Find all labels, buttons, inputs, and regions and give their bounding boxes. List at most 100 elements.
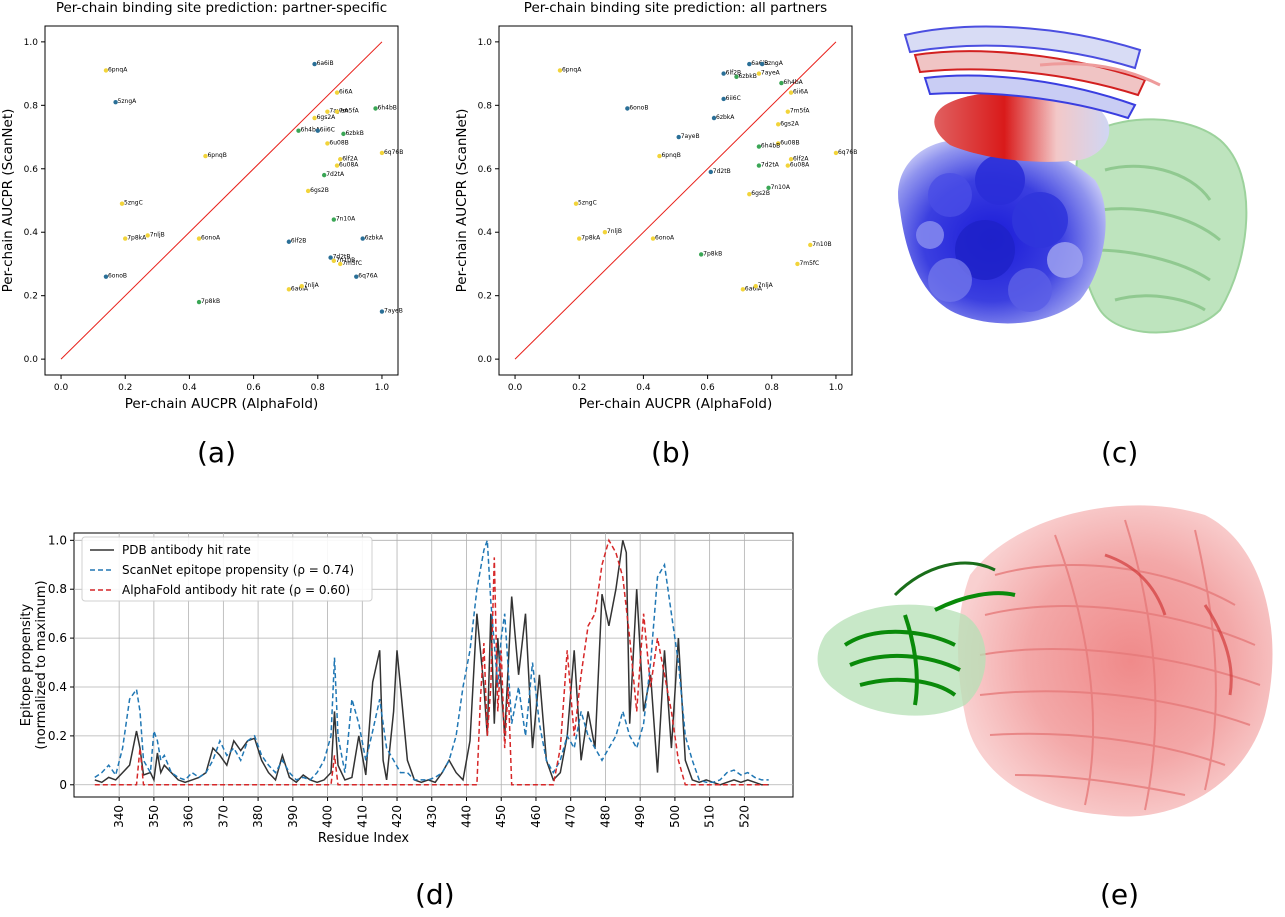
- data-point: [325, 141, 330, 146]
- data-point: [711, 115, 717, 121]
- data-point: [360, 236, 365, 241]
- point-label: 6a6iA: [745, 285, 763, 292]
- point-label: 6zbkA: [365, 235, 384, 242]
- y-tick-label: 0.8: [24, 101, 39, 111]
- data-point: [650, 236, 656, 241]
- data-point: [379, 150, 385, 156]
- point-label: 6a6iA: [291, 285, 309, 292]
- point-label: 6pnqB: [207, 152, 226, 159]
- point-label: 6gs2A: [317, 114, 337, 121]
- data-point: [753, 283, 758, 289]
- data-point: [145, 233, 150, 238]
- point-label: 5zngC: [124, 200, 143, 207]
- legend-box: [81, 536, 373, 602]
- panel-label-d: (d): [415, 878, 455, 911]
- point-label: 7nljA: [758, 282, 774, 289]
- point-label: 6onoB: [629, 104, 648, 111]
- point-label: 6q76A: [358, 273, 378, 280]
- data-point: [756, 163, 762, 168]
- x-tick-label: 370: [216, 805, 230, 828]
- point-label: 5zngC: [578, 200, 597, 207]
- panel-label-c: (c): [1101, 436, 1139, 469]
- point-label: 7m5fA: [790, 108, 811, 115]
- data-point: [196, 236, 202, 241]
- x-tick-label: 1.0: [375, 383, 390, 393]
- data-point: [573, 201, 579, 206]
- x-tick-label: 500: [668, 805, 682, 828]
- point-label: 6q76B: [384, 149, 403, 156]
- y-tick-label: 0.2: [478, 292, 492, 302]
- x-axis-label: Per-chain AUCPR (AlphaFold): [125, 396, 319, 412]
- y-tick-label: 0.8: [48, 582, 67, 596]
- x-tick-label: 360: [182, 805, 196, 828]
- data-point: [785, 109, 791, 114]
- data-point: [312, 115, 317, 121]
- data-point: [354, 274, 359, 279]
- y-tick-label: 0.6: [48, 631, 67, 645]
- data-point: [779, 80, 784, 86]
- point-label: 7d2tB: [333, 254, 351, 261]
- data-point: [119, 201, 125, 206]
- point-label: 6zbkB: [738, 73, 756, 80]
- point-label: 6a6iB: [317, 60, 334, 67]
- series-line-1: [94, 540, 769, 786]
- point-label: 7p8kA: [127, 235, 147, 242]
- data-point: [321, 172, 327, 178]
- data-point: [334, 109, 340, 114]
- point-label: 6h4bB: [378, 104, 397, 111]
- point-label: 7d2tB: [713, 168, 731, 175]
- diagonal-line: [60, 41, 383, 360]
- x-tick-label: 340: [112, 805, 126, 828]
- y-tick-label: 0.4: [48, 680, 67, 694]
- point-label: 6lf2B: [291, 238, 307, 245]
- point-label: 7m5fA: [339, 108, 360, 115]
- x-tick-label: 430: [425, 805, 439, 828]
- point-label: 7d2tA: [326, 171, 345, 178]
- data-point: [698, 252, 704, 257]
- x-axis-label: Residue Index: [318, 831, 410, 846]
- x-tick-label: 470: [564, 805, 578, 828]
- point-label: 7nljB: [150, 231, 165, 238]
- point-label: 6a6iB: [751, 60, 768, 67]
- x-tick-label: 460: [529, 805, 543, 828]
- y-tick-label: 1.0: [478, 38, 493, 48]
- x-tick-label: 0.0: [54, 383, 69, 393]
- panel-label-a: (a): [197, 436, 237, 469]
- point-label: 7nljA: [304, 282, 320, 289]
- data-point: [708, 169, 713, 175]
- data-point: [557, 68, 563, 73]
- data-point: [103, 274, 109, 279]
- data-point: [312, 61, 317, 67]
- point-label: 6gs2B: [310, 187, 329, 194]
- legend-label: ScanNet epitope propensity (ρ = 0.74): [122, 563, 354, 577]
- x-tick-label: 0.6: [700, 383, 715, 393]
- chart-title: Per-chain binding site prediction: all p…: [524, 0, 827, 16]
- data-point: [325, 109, 330, 114]
- point-label: 6h4bB: [761, 143, 780, 150]
- point-label: 6ii6C: [726, 95, 741, 102]
- protein-surface-image: [898, 25, 1248, 334]
- point-label: 6u08B: [780, 139, 799, 146]
- point-label: 6gs2B: [751, 190, 770, 197]
- x-tick-label: 1.0: [829, 383, 844, 393]
- data-point: [305, 188, 311, 194]
- point-label: 5zngA: [118, 98, 138, 105]
- data-point: [788, 90, 794, 95]
- point-label: 7m5fC: [799, 260, 819, 267]
- y-tick-label: 1.0: [48, 533, 67, 547]
- point-label: 6u08A: [339, 162, 359, 169]
- data-point: [721, 96, 726, 102]
- x-tick-label: 400: [321, 805, 335, 828]
- data-point: [338, 157, 343, 162]
- data-point: [676, 134, 681, 140]
- point-label: 6pnqB: [661, 152, 680, 159]
- data-point: [775, 122, 781, 127]
- y-tick-label: 0.2: [24, 292, 38, 302]
- point-label: 7p8kA: [581, 235, 601, 242]
- y-tick-label: 1.0: [24, 38, 39, 48]
- data-point: [331, 217, 337, 222]
- x-tick-label: 490: [633, 805, 647, 828]
- data-point: [341, 131, 346, 137]
- point-label: 6onoA: [201, 235, 221, 242]
- diagonal-line: [514, 41, 837, 360]
